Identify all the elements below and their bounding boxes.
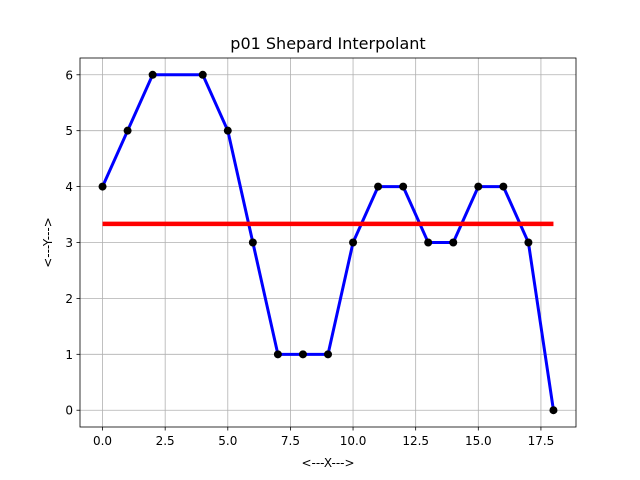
- x-axis-label: <---X--->: [301, 456, 354, 470]
- y-tick-label: 5: [65, 124, 73, 138]
- y-tick-label: 1: [65, 348, 73, 362]
- data-point: [399, 182, 408, 191]
- y-axis-label: <---Y--->: [41, 217, 55, 268]
- y-tick-label: 6: [65, 68, 73, 82]
- data-point: [499, 182, 508, 191]
- plot-series: [98, 70, 558, 415]
- data-point: [98, 182, 107, 191]
- x-tick-label: 17.5: [528, 434, 555, 448]
- x-tick-label: 0.0: [93, 434, 112, 448]
- x-tick-label: 5.0: [218, 434, 237, 448]
- axis-ticks: 0.0 2.5 5.0 7.5 10.0 12.5 15.0 17.5 0 1 2 3 4 5 6: [65, 68, 554, 448]
- data-point: [374, 182, 383, 191]
- data-point: [349, 238, 358, 247]
- y-tick-label: 4: [65, 180, 73, 194]
- y-tick-label: 0: [65, 404, 73, 418]
- data-point: [223, 126, 232, 135]
- data-point: [123, 126, 132, 135]
- x-tick-label: 2.5: [156, 434, 175, 448]
- x-tick-label: 12.5: [402, 434, 429, 448]
- data-point: [474, 182, 483, 191]
- data-point: [324, 350, 332, 359]
- data-point: [449, 238, 458, 247]
- data-point: [298, 350, 307, 359]
- y-tick-label: 2: [65, 292, 73, 306]
- data-point: [549, 406, 558, 415]
- x-tick-label: 7.5: [281, 434, 300, 448]
- chart-title: p01 Shepard Interpolant: [230, 34, 425, 53]
- data-point: [424, 238, 433, 247]
- data-point: [524, 238, 533, 247]
- y-tick-label: 3: [65, 236, 73, 250]
- data-point: [273, 350, 282, 359]
- data-point: [198, 70, 207, 79]
- data-point: [148, 70, 157, 79]
- x-tick-label: 15.0: [465, 434, 492, 448]
- x-tick-label: 10.0: [340, 434, 367, 448]
- data-point: [248, 238, 257, 247]
